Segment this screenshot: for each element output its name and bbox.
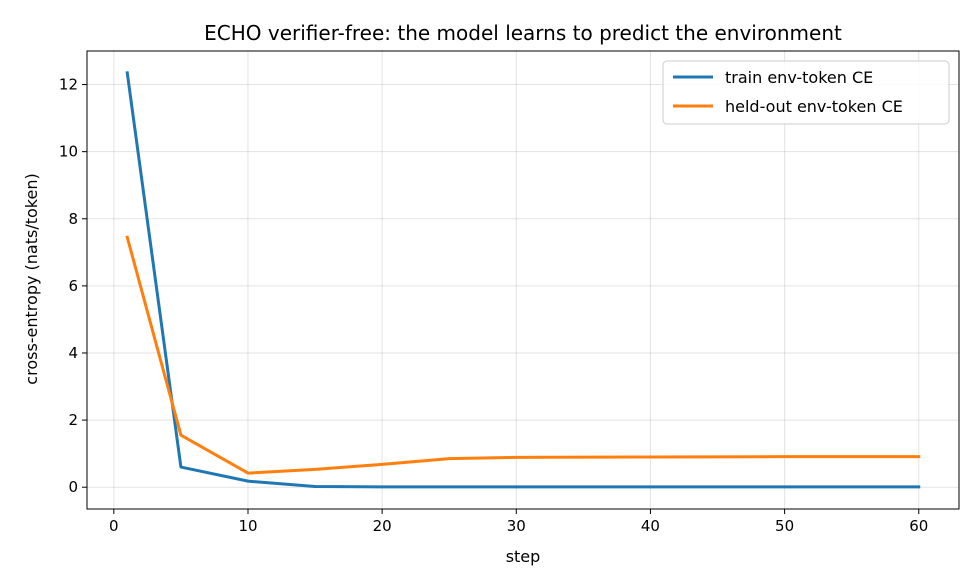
x-tick-label: 50	[775, 517, 794, 535]
x-tick-label: 40	[641, 517, 660, 535]
x-tick-label: 0	[109, 517, 119, 535]
y-axis-label: cross-entropy (nats/token)	[22, 173, 41, 384]
y-tick-label: 4	[68, 344, 78, 362]
y-tick-label: 2	[68, 411, 78, 429]
y-tick-label: 8	[68, 210, 78, 228]
legend-box	[662, 60, 950, 125]
x-tick-label: 60	[909, 517, 928, 535]
series-line-train	[125, 71, 921, 489]
plot-frame	[86, 50, 960, 510]
y-tick-label: 12	[59, 76, 78, 94]
legend: train env-token CE held-out env-token CE	[662, 60, 950, 125]
legend-label-held-out: held-out env-token CE	[725, 97, 903, 116]
x-tick-label: 10	[238, 517, 257, 535]
x-tick-label: 30	[507, 517, 526, 535]
x-axis-label: step	[506, 547, 541, 566]
x-tick-label: 20	[373, 517, 392, 535]
legend-label-train: train env-token CE	[725, 68, 873, 87]
axis-ticks: 0 10 20 30 40 50 60 0 2 4 6 8 10 12	[59, 76, 928, 535]
y-tick-label: 6	[68, 277, 78, 295]
y-tick-label: 10	[59, 143, 78, 161]
series-line-held-out	[125, 235, 921, 475]
chart-title: ECHO verifier-free: the model learns to …	[204, 21, 842, 45]
y-tick-label: 0	[68, 478, 78, 496]
series-lines	[125, 71, 921, 489]
